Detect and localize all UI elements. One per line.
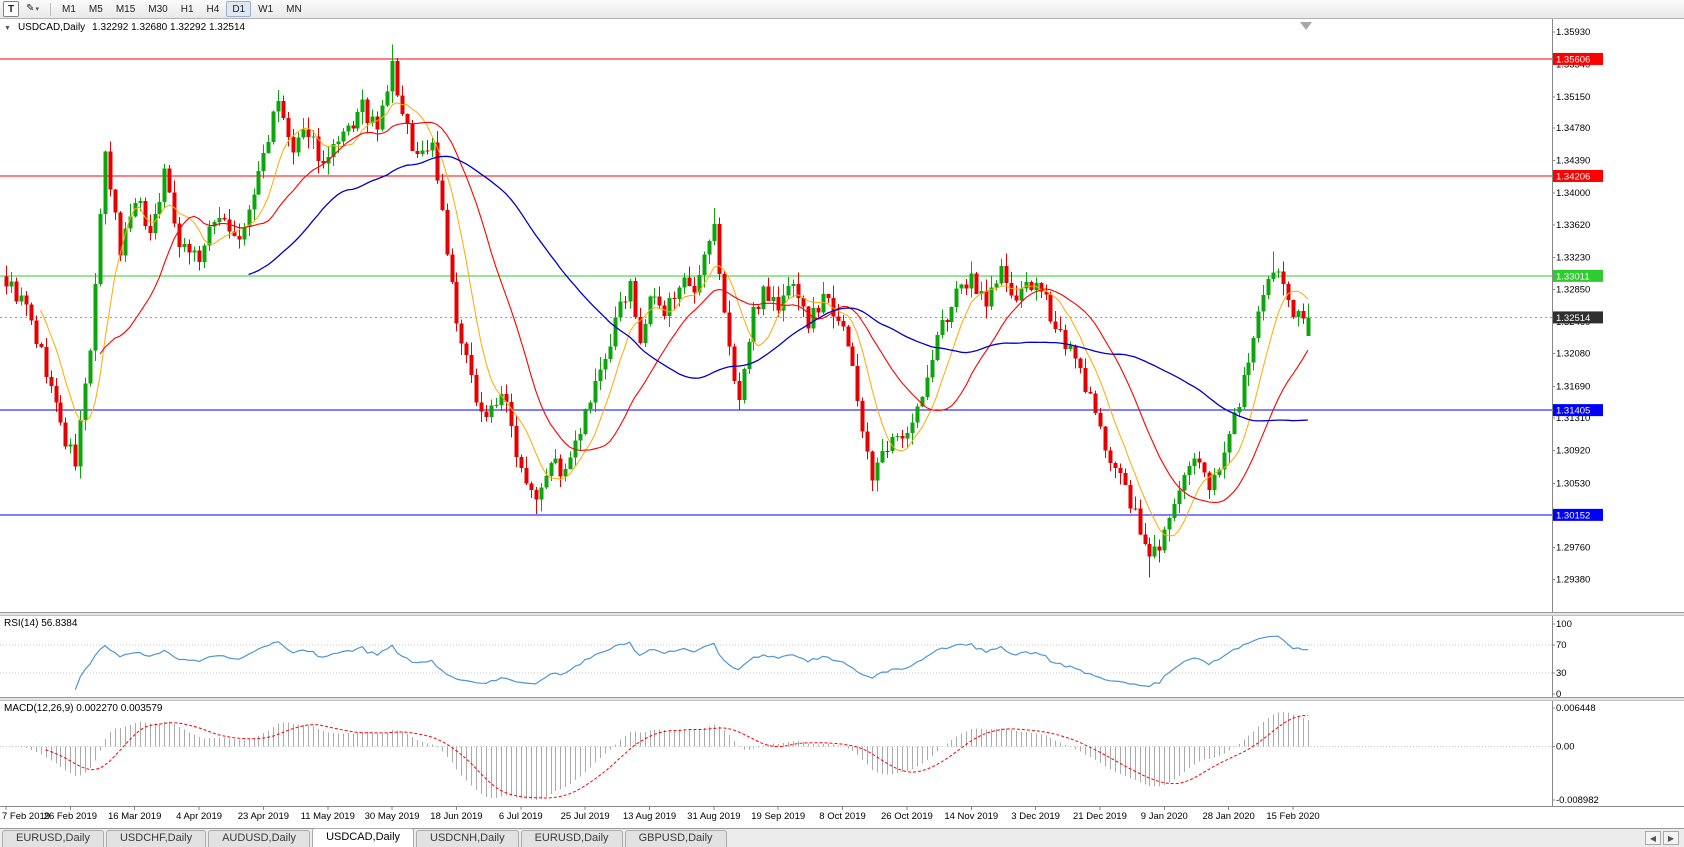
- svg-text:1.32514: 1.32514: [1556, 313, 1590, 324]
- timeframe-button-m5[interactable]: M5: [83, 1, 109, 17]
- tab-eurusd-daily[interactable]: EURUSD,Daily: [2, 830, 104, 847]
- support-resistance-lines[interactable]: [0, 58, 1552, 516]
- svg-text:1.35540: 1.35540: [1556, 59, 1590, 70]
- tab-usdcnh-daily[interactable]: USDCNH,Daily: [416, 830, 519, 847]
- tab-usdchf-daily[interactable]: USDCHF,Daily: [105, 830, 207, 847]
- svg-text:6 Jul 2019: 6 Jul 2019: [499, 811, 543, 822]
- svg-text:0: 0: [1556, 689, 1561, 700]
- svg-text:1.34780: 1.34780: [1556, 123, 1590, 134]
- timeframe-button-d1[interactable]: D1: [226, 1, 252, 17]
- svg-text:1.30152: 1.30152: [1556, 510, 1590, 521]
- svg-text:1.34000: 1.34000: [1556, 188, 1590, 199]
- ohlc-values-label: 1.32292 1.32680 1.32292 1.32514: [92, 22, 246, 33]
- moving-average-lines: [40, 102, 1309, 537]
- svg-text:26 Feb 2019: 26 Feb 2019: [44, 811, 97, 822]
- pencil-icon: ✎: [26, 3, 35, 14]
- svg-text:1.31690: 1.31690: [1556, 381, 1590, 392]
- chart-shift-marker[interactable]: [1300, 22, 1312, 30]
- svg-text:1.30530: 1.30530: [1556, 478, 1590, 489]
- macd-pane: 0.006448 0.00 -0.008982: [0, 703, 1599, 806]
- tab-audusd-daily[interactable]: AUDUSD,Daily: [208, 830, 311, 847]
- svg-text:18 Jun 2019: 18 Jun 2019: [430, 811, 482, 822]
- svg-text:1.35930: 1.35930: [1556, 27, 1590, 38]
- toolbar-separator: [50, 2, 52, 16]
- svg-text:0.006448: 0.006448: [1556, 703, 1596, 714]
- timeframe-button-m15[interactable]: M15: [110, 1, 141, 17]
- svg-text:28 Jan 2020: 28 Jan 2020: [1203, 811, 1255, 822]
- svg-text:25 Jul 2019: 25 Jul 2019: [561, 811, 610, 822]
- timeframe-button-m30[interactable]: M30: [142, 1, 173, 17]
- timeframe-button-mn[interactable]: MN: [280, 1, 308, 17]
- svg-text:7 Feb 2019: 7 Feb 2019: [2, 811, 50, 822]
- rsi-indicator-label: RSI(14) 56.8384: [4, 618, 78, 629]
- svg-text:1.33230: 1.33230: [1556, 253, 1590, 264]
- tab-gbpusd-daily[interactable]: GBPUSD,Daily: [624, 830, 727, 847]
- svg-text:1.29760: 1.29760: [1556, 543, 1590, 554]
- svg-text:1.31310: 1.31310: [1556, 413, 1590, 424]
- svg-text:4 Apr 2019: 4 Apr 2019: [176, 811, 222, 822]
- svg-text:1.32850: 1.32850: [1556, 284, 1590, 295]
- svg-text:1.33620: 1.33620: [1556, 220, 1590, 231]
- svg-text:30 May 2019: 30 May 2019: [365, 811, 420, 822]
- svg-text:30: 30: [1556, 668, 1567, 679]
- tabs-scroll-left-button[interactable]: ◀: [1645, 831, 1661, 845]
- svg-text:1.34206: 1.34206: [1556, 171, 1590, 182]
- chart-header: ▼ USDCAD,Daily 1.32292 1.32680 1.32292 1…: [4, 22, 245, 33]
- tab-eurusd-daily-2[interactable]: EURUSD,Daily: [520, 830, 623, 847]
- svg-text:15 Feb 2020: 15 Feb 2020: [1266, 811, 1319, 822]
- svg-text:8 Oct 2019: 8 Oct 2019: [819, 811, 865, 822]
- svg-text:70: 70: [1556, 640, 1567, 651]
- timeframe-button-h4[interactable]: H4: [201, 1, 226, 17]
- svg-text:1.32080: 1.32080: [1556, 349, 1590, 360]
- candlestick-series: [4, 44, 1311, 578]
- svg-text:26 Oct 2019: 26 Oct 2019: [881, 811, 933, 822]
- chevron-down-icon: ▾: [35, 6, 40, 13]
- symbol-timeframe-label: USDCAD,Daily: [17, 22, 86, 33]
- svg-text:-0.008982: -0.008982: [1556, 795, 1599, 806]
- chart-type-button[interactable]: T: [3, 1, 20, 17]
- svg-text:1.35606: 1.35606: [1556, 54, 1590, 65]
- tabs-scroll-right-button[interactable]: ▶: [1663, 831, 1679, 845]
- svg-text:1.29380: 1.29380: [1556, 574, 1590, 585]
- collapse-triangle-icon[interactable]: ▼: [4, 25, 11, 32]
- svg-text:13 Aug 2019: 13 Aug 2019: [623, 811, 676, 822]
- chart-tabs-bar: EURUSD,Daily USDCHF,Daily AUDUSD,Daily U…: [0, 828, 1684, 847]
- svg-text:11 May 2019: 11 May 2019: [301, 811, 355, 822]
- tab-usdcad-daily[interactable]: USDCAD,Daily: [312, 828, 415, 847]
- svg-text:1.31405: 1.31405: [1556, 406, 1590, 417]
- timeframe-button-h1[interactable]: H1: [175, 1, 200, 17]
- svg-text:31 Aug 2019: 31 Aug 2019: [687, 811, 740, 822]
- svg-text:23 Apr 2019: 23 Apr 2019: [238, 811, 289, 822]
- timeframe-button-w1[interactable]: W1: [252, 1, 279, 17]
- svg-text:1.30920: 1.30920: [1556, 446, 1590, 457]
- price-scale[interactable]: 1.35930 1.35540 1.35150 1.34780 1.34390 1.340…: [1552, 19, 1603, 806]
- tab-scroll-controls: ◀ ▶: [1645, 831, 1682, 845]
- svg-text:1.33011: 1.33011: [1556, 271, 1590, 282]
- timeframe-button-m1[interactable]: M1: [56, 1, 82, 17]
- svg-text:16 Mar 2019: 16 Mar 2019: [108, 811, 161, 822]
- rsi-pane: 100 70 30 0: [0, 619, 1572, 700]
- pane-dividers[interactable]: [0, 612, 1684, 807]
- svg-text:0.00: 0.00: [1556, 741, 1575, 752]
- draw-tool-button[interactable]: ✎▾: [20, 1, 45, 17]
- svg-text:100: 100: [1556, 619, 1572, 630]
- svg-text:1.34390: 1.34390: [1556, 156, 1590, 167]
- toolbar: T ✎▾ M1 M5 M15 M30 H1 H4 D1 W1 MN: [0, 0, 1684, 19]
- svg-text:21 Dec 2019: 21 Dec 2019: [1073, 811, 1127, 822]
- svg-text:9 Jan 2020: 9 Jan 2020: [1141, 811, 1188, 822]
- svg-text:19 Sep 2019: 19 Sep 2019: [751, 811, 805, 822]
- svg-text:1.35150: 1.35150: [1556, 92, 1590, 103]
- svg-text:3 Dec 2019: 3 Dec 2019: [1011, 811, 1060, 822]
- macd-indicator-label: MACD(12,26,9) 0.002270 0.003579: [4, 703, 163, 714]
- svg-text:14 Nov 2019: 14 Nov 2019: [944, 811, 998, 822]
